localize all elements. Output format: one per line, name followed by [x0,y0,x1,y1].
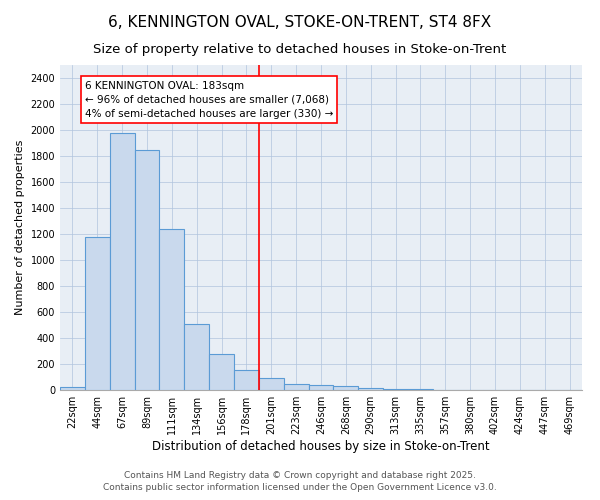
Bar [85,238,110,390]
Bar [358,388,383,390]
Bar [334,386,358,390]
Bar [184,324,209,390]
Bar [284,384,308,390]
Bar [60,387,85,390]
Bar [383,389,408,390]
Text: Size of property relative to detached houses in Stoke-on-Trent: Size of property relative to detached ho… [94,42,506,56]
Y-axis label: Number of detached properties: Number of detached properties [15,140,25,315]
Bar [160,229,184,390]
Text: 6 KENNINGTON OVAL: 183sqm
← 96% of detached houses are smaller (7,068)
4% of sem: 6 KENNINGTON OVAL: 183sqm ← 96% of detac… [85,80,333,118]
Bar [110,133,134,390]
Bar [259,378,284,390]
Text: 6, KENNINGTON OVAL, STOKE-ON-TRENT, ST4 8FX: 6, KENNINGTON OVAL, STOKE-ON-TRENT, ST4 … [109,15,491,30]
X-axis label: Distribution of detached houses by size in Stoke-on-Trent: Distribution of detached houses by size … [152,440,490,453]
Bar [308,386,334,390]
Bar [134,150,160,390]
Bar [234,370,259,390]
Text: Contains HM Land Registry data © Crown copyright and database right 2025.
Contai: Contains HM Land Registry data © Crown c… [103,471,497,492]
Bar [209,354,234,390]
